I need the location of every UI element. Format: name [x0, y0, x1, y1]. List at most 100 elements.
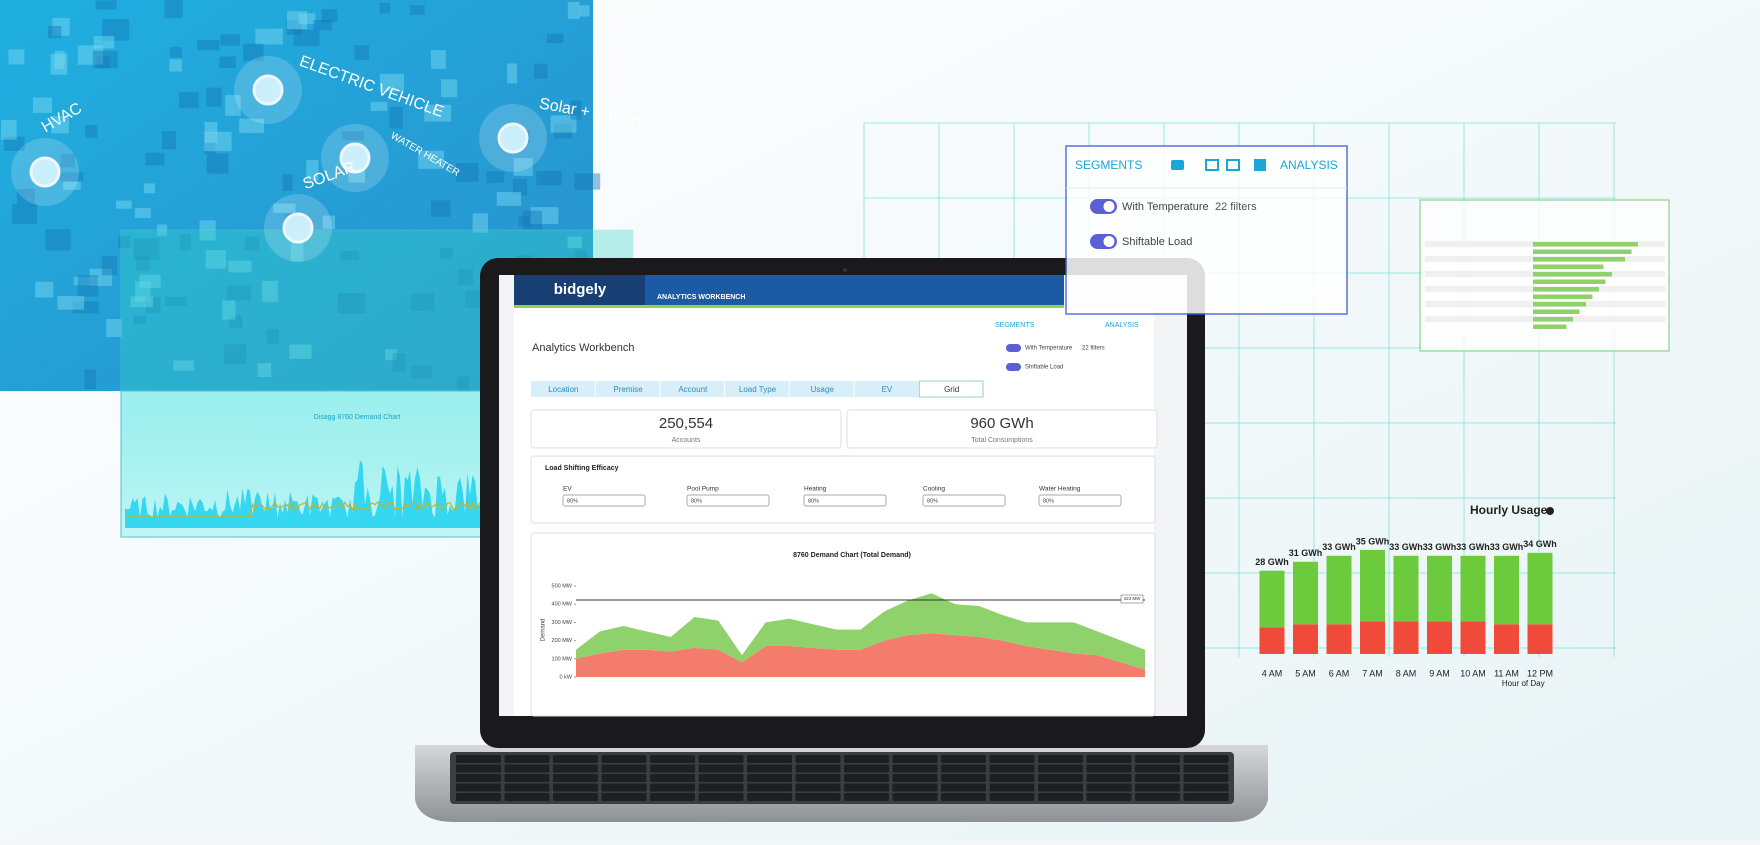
tab-label[interactable]: Location — [548, 385, 578, 394]
chart-icon[interactable] — [1254, 159, 1266, 171]
select[interactable] — [686, 494, 770, 507]
hourly-usage: Hourly Usage 28 GWh 4 AM 31 GWh 5 AM 33 GWh 6 … — [1255, 503, 1557, 688]
house — [206, 153, 229, 174]
tab-label[interactable]: Usage — [811, 385, 835, 394]
key — [456, 774, 501, 782]
house — [229, 315, 243, 329]
house — [35, 281, 54, 298]
house — [533, 63, 548, 79]
key — [795, 783, 841, 792]
key — [795, 774, 841, 782]
y-tick-label: 300 MW — [552, 620, 573, 626]
key — [504, 755, 550, 763]
house — [225, 94, 241, 116]
panel-segments[interactable]: SEGMENTS — [1075, 158, 1142, 172]
toggle[interactable] — [1006, 344, 1021, 352]
key — [456, 783, 501, 792]
segment-label: With Temperature — [1122, 201, 1209, 213]
select[interactable] — [562, 494, 646, 507]
select[interactable] — [1038, 494, 1122, 507]
house — [169, 59, 182, 72]
tab[interactable] — [854, 381, 919, 397]
tab[interactable] — [725, 381, 789, 397]
house — [130, 296, 153, 308]
thumb-bar — [1533, 324, 1567, 329]
select-value[interactable]: 80% — [691, 498, 702, 504]
tab-label[interactable]: Account — [678, 385, 708, 394]
key — [601, 793, 647, 801]
segment-filters[interactable]: 22 filters — [1215, 201, 1257, 213]
key — [504, 793, 550, 801]
thumb-bar — [1533, 309, 1580, 314]
x-axis-label: Hour of Day — [1502, 679, 1545, 688]
house — [293, 29, 320, 47]
value-label: 33 GWh — [1456, 542, 1490, 552]
house — [512, 178, 528, 196]
house — [306, 160, 319, 181]
tab[interactable] — [595, 381, 660, 397]
house — [298, 13, 316, 24]
toggle-knob — [1103, 201, 1115, 212]
house — [227, 285, 252, 301]
house — [513, 157, 533, 176]
key — [1135, 774, 1180, 782]
toggle[interactable] — [1006, 363, 1021, 371]
select-value[interactable]: 80% — [567, 498, 578, 504]
house — [106, 319, 122, 337]
key — [553, 793, 598, 801]
key — [941, 774, 986, 782]
select-value[interactable]: 80% — [1043, 498, 1054, 504]
thumb-bar — [1533, 242, 1638, 247]
tab[interactable] — [660, 381, 725, 397]
tab[interactable] — [531, 381, 595, 397]
house — [441, 79, 458, 98]
field-label: Pool Pump — [687, 486, 719, 493]
app-analysis[interactable]: ANALYSIS — [1105, 322, 1139, 329]
key — [1086, 774, 1132, 782]
upload-icon[interactable] — [1226, 159, 1240, 171]
key — [941, 764, 986, 773]
house — [45, 229, 71, 251]
tab[interactable] — [789, 381, 854, 397]
house — [286, 11, 308, 30]
info-icon — [1546, 507, 1554, 515]
key — [650, 793, 695, 801]
select-value[interactable]: 80% — [927, 498, 938, 504]
tab-label[interactable]: EV — [882, 385, 893, 394]
download-icon[interactable] — [1205, 159, 1219, 171]
panel-analysis[interactable]: ANALYSIS — [1280, 158, 1338, 172]
house — [12, 204, 38, 224]
house — [410, 293, 435, 312]
key — [941, 793, 986, 801]
key — [892, 783, 938, 792]
key — [1038, 793, 1083, 801]
threshold-label: 423 MW — [1124, 596, 1142, 601]
house — [370, 101, 388, 111]
tab-label[interactable]: Load Type — [739, 385, 777, 394]
app-segments[interactable]: SEGMENTS — [995, 322, 1035, 329]
value-label: 33 GWh — [1322, 542, 1356, 552]
house — [385, 349, 397, 361]
key — [650, 783, 695, 792]
select-value[interactable]: 80% — [808, 498, 819, 504]
key — [795, 764, 841, 773]
threshold-box — [1120, 594, 1144, 604]
bar-segment — [1360, 621, 1385, 654]
tab-label[interactable]: Grid — [944, 385, 959, 394]
tab[interactable] — [918, 380, 984, 398]
house — [145, 152, 165, 166]
select[interactable] — [922, 494, 1006, 507]
key — [650, 764, 695, 773]
x-tick-label: 5 AM — [1295, 668, 1316, 678]
filters[interactable]: 22 filters — [1082, 346, 1105, 352]
print-icon[interactable] — [1171, 160, 1184, 170]
key — [1135, 755, 1180, 763]
tab-label[interactable]: Premise — [613, 385, 643, 394]
field-label: EV — [563, 486, 572, 493]
tabs: Location Premise Account Load Type Usage EV Gr… — [531, 380, 984, 398]
value-label: 28 GWh — [1255, 557, 1289, 567]
select[interactable] — [803, 494, 887, 507]
key — [892, 764, 938, 773]
house — [261, 280, 278, 302]
key — [989, 755, 1035, 763]
